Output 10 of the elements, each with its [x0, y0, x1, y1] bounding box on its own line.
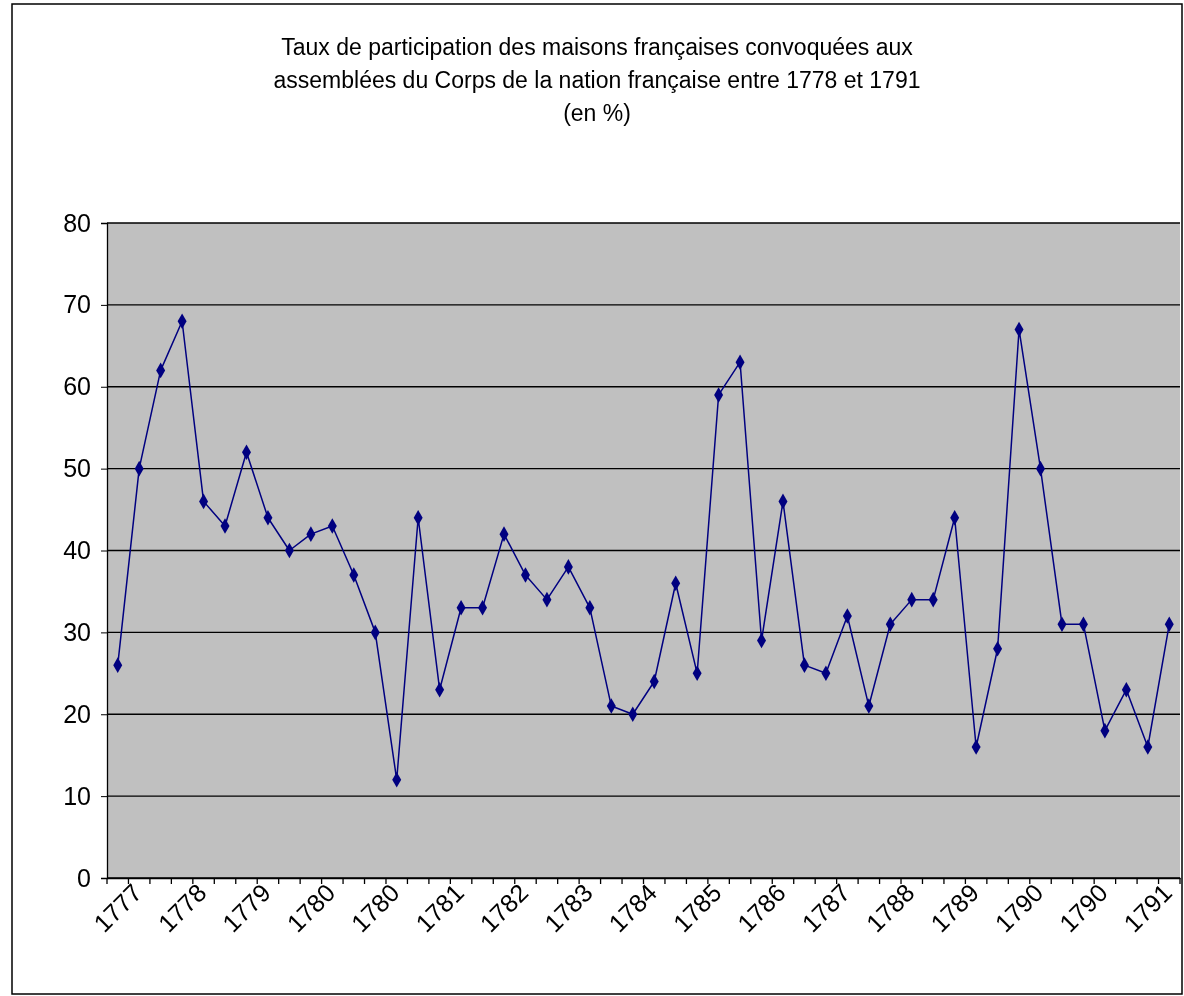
y-tick-label: 0 — [77, 863, 91, 892]
chart-title: Taux de participation des maisons françaises convoquées aux assemblées du Corps de la nation française entre 1778 et 1791 (en %) — [273, 34, 921, 126]
y-tick-label: 30 — [63, 617, 91, 646]
y-tick-label: 70 — [63, 290, 91, 319]
y-tick-label: 80 — [63, 208, 91, 237]
y-tick-label: 60 — [63, 372, 91, 401]
y-tick-label: 20 — [63, 699, 91, 728]
y-tick-label: 40 — [63, 536, 91, 564]
y-tick-label: 10 — [63, 781, 91, 810]
y-tick-label: 50 — [63, 454, 91, 483]
